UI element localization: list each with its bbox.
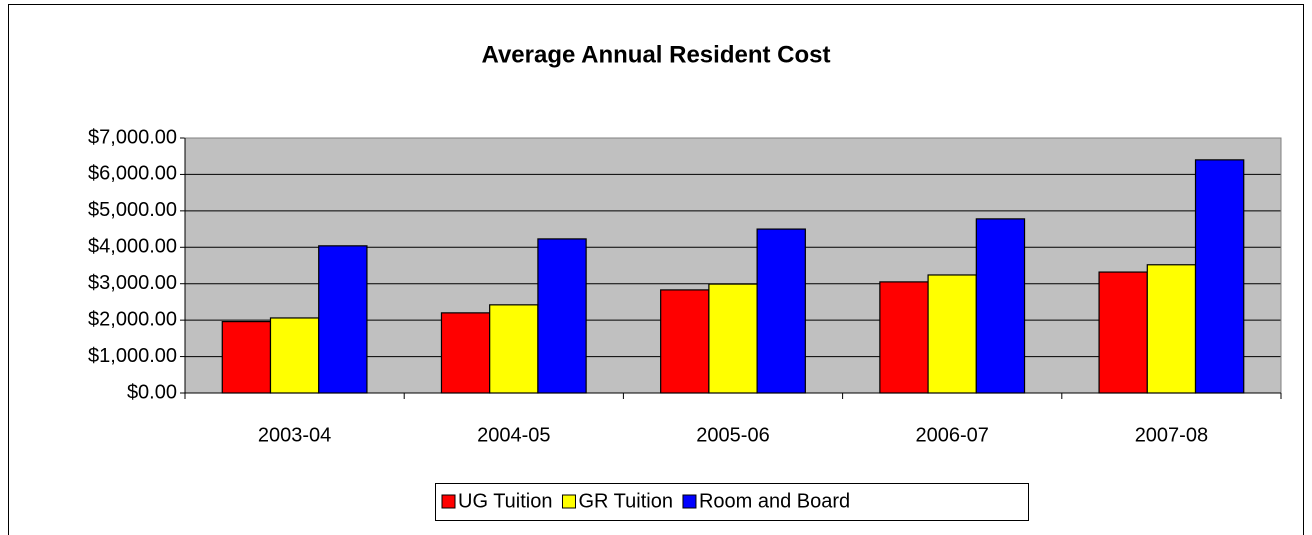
- y-tick-label: $7,000.00: [88, 126, 177, 148]
- legend-swatch: [441, 494, 456, 509]
- bar: [269, 317, 320, 394]
- y-tick-label: $4,000.00: [88, 236, 177, 258]
- x-tick-label: 2004-05: [477, 424, 550, 446]
- legend-label: GR Tuition: [578, 490, 672, 512]
- bar: [537, 238, 587, 394]
- chart-title: Average Annual Resident Cost: [482, 41, 831, 68]
- y-tick-label: $3,000.00: [88, 272, 177, 294]
- legend-label: Room and Board: [699, 490, 850, 512]
- bar: [221, 321, 272, 394]
- bar: [975, 218, 1026, 394]
- bar: [440, 312, 491, 394]
- y-tick-label: $6,000.00: [88, 163, 177, 185]
- x-tick-label: 2005-06: [696, 424, 769, 446]
- bar: [1146, 264, 1197, 394]
- bar: [756, 228, 806, 394]
- y-tick-label: $2,000.00: [88, 308, 177, 330]
- y-tick-label: $5,000.00: [88, 199, 177, 221]
- bar: [318, 245, 368, 394]
- bar: [1194, 159, 1245, 394]
- y-tick-label: $1,000.00: [88, 345, 177, 367]
- bar: [1098, 271, 1148, 394]
- bar: [927, 274, 977, 394]
- bar: [879, 281, 929, 394]
- legend-swatch: [561, 494, 576, 509]
- x-tick-label: 2006-07: [915, 424, 988, 446]
- x-tick-label: 2007-08: [1135, 424, 1208, 446]
- legend: [435, 483, 1029, 521]
- x-tick-label: 2003-04: [258, 424, 331, 446]
- y-tick-label: $0.00: [127, 381, 177, 403]
- bar: [660, 289, 710, 394]
- legend-label: UG Tuition: [458, 490, 552, 512]
- legend-swatch: [682, 494, 697, 509]
- bar: [708, 283, 758, 394]
- bar: [489, 304, 539, 394]
